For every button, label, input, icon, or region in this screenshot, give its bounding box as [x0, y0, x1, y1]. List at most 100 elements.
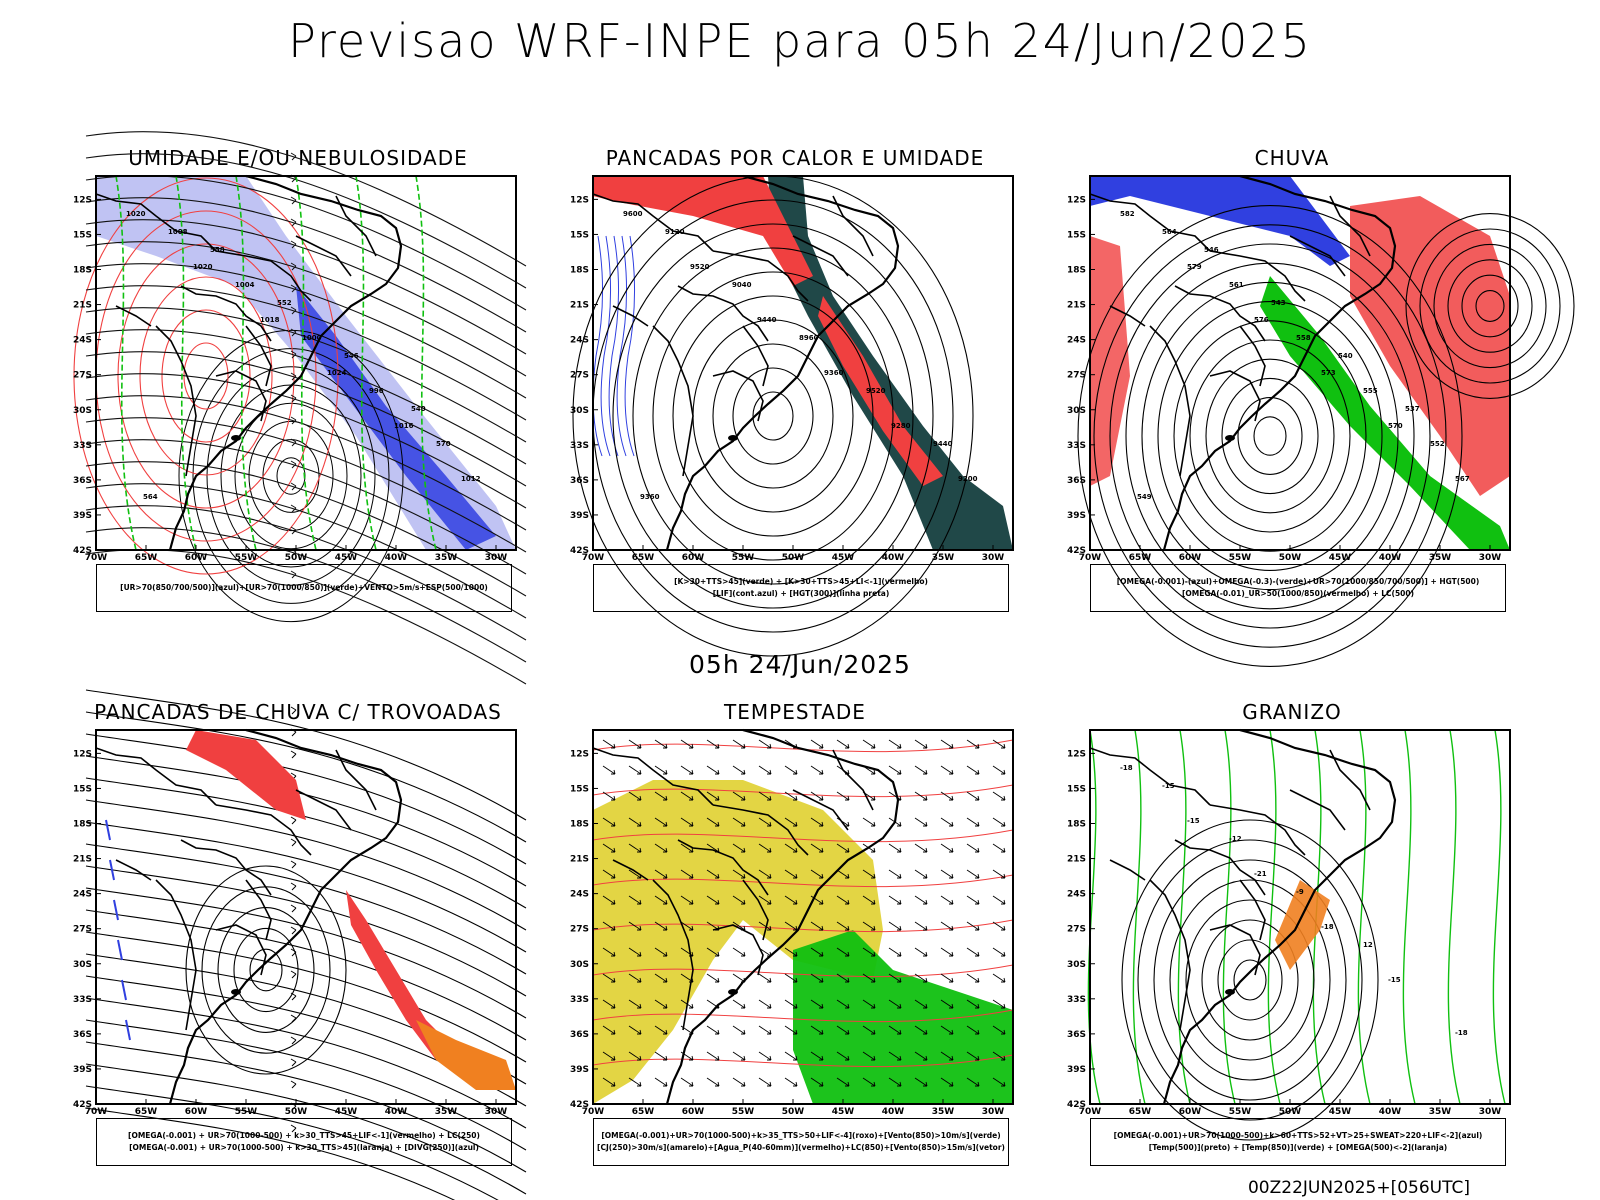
- wind-vector: [654, 973, 668, 983]
- divergence-mark: [105, 819, 111, 841]
- state-border: [155, 325, 197, 477]
- wind-vector: [784, 843, 798, 853]
- wind-vector: [628, 791, 642, 801]
- lagoon: [728, 435, 738, 441]
- contour-label: 9200: [958, 475, 978, 483]
- state-border: [1149, 879, 1191, 1031]
- wind-vector: [992, 947, 1006, 957]
- lat-tick-label: 15S: [73, 230, 92, 240]
- wind-vector: [888, 739, 902, 749]
- wind-vector: [732, 1077, 746, 1087]
- wind-vector: [914, 947, 928, 957]
- lon-tick-label: 45W: [1329, 1107, 1352, 1117]
- wind-vector: [784, 973, 798, 983]
- panel-caption: [OMEGA(-0.001)+UR>70(1000-500)+k>35_TTS>…: [593, 1118, 1009, 1166]
- contour-label: 12: [1363, 941, 1373, 949]
- wind-vector: [706, 973, 720, 983]
- flow-arrow: [290, 882, 297, 891]
- lat-tick-label: 42S: [73, 1100, 92, 1110]
- wind-vector: [940, 999, 954, 1009]
- wind-vector: [888, 1077, 902, 1087]
- panel-trovoadas: PANCADAS DE CHUVA C/ TROVOADAS 12S 15S 18S…: [73, 689, 527, 1200]
- wind-vector: [784, 921, 798, 931]
- state-border: [612, 859, 649, 881]
- wind-vector: [914, 817, 928, 827]
- wind-vector: [966, 1025, 980, 1035]
- lon-tick-label: 50W: [1279, 553, 1302, 563]
- flow-arrow: [290, 816, 297, 825]
- wind-vector: [914, 973, 928, 983]
- flow-arrow: [290, 306, 297, 315]
- wind-vector: [628, 999, 642, 1009]
- wind-streamline: [85, 263, 527, 399]
- wind-streamline: [85, 909, 527, 1041]
- wind-vector: [836, 869, 850, 879]
- contour-label: 9280: [891, 422, 911, 430]
- contour-label: 1012: [461, 475, 481, 483]
- wind-streamline: [85, 417, 527, 553]
- lat-tick-label: 30S: [73, 406, 92, 416]
- contour-label: 570: [1388, 422, 1403, 430]
- state-border: [1209, 924, 1261, 976]
- contour-label: -15: [1162, 782, 1175, 790]
- lif-contour: [600, 235, 612, 457]
- wind-vector: [992, 895, 1006, 905]
- caption-line: [UR>70(850/700/500)](azul)+[UR>70(1000/8…: [120, 583, 488, 592]
- caption-line: [OMEGA(-0.001) + UR>70(1000-500) + k>30_…: [129, 1143, 479, 1152]
- contour-label: 9040: [732, 281, 752, 289]
- thunder-area: [346, 890, 456, 1060]
- wind-vector: [628, 843, 642, 853]
- wind-vector: [862, 1051, 876, 1061]
- wind-vector: [602, 739, 616, 749]
- wind-vector: [758, 843, 772, 853]
- temp500-contour: [1233, 959, 1267, 1001]
- wind-vector: [654, 739, 668, 749]
- contour-label: 996: [369, 387, 384, 395]
- state-border: [215, 924, 267, 976]
- lon-tick-label: 45W: [832, 553, 855, 563]
- contour-label: 1020: [126, 210, 146, 218]
- height-contour: [1253, 416, 1287, 456]
- lagoon: [1225, 435, 1235, 441]
- wind-vector: [862, 1025, 876, 1035]
- wind-vector: [784, 1025, 798, 1035]
- wind-vector: [810, 843, 824, 853]
- temp500-contour: [1153, 859, 1347, 1101]
- divergence-mark: [125, 1019, 131, 1041]
- wind-vector: [992, 739, 1006, 749]
- wind-vector: [836, 921, 850, 931]
- map-frame: [1089, 729, 1511, 1105]
- flow-arrow: [290, 482, 297, 491]
- lat-tick-label: 33S: [73, 995, 92, 1005]
- wind-streamline: [85, 153, 527, 289]
- state-border: [1239, 325, 1266, 387]
- lat-tick-label: 36S: [1067, 1030, 1086, 1040]
- lat-tick-label: 24S: [1067, 336, 1086, 346]
- lon-tick-label: 35W: [435, 553, 458, 563]
- flow-arrow: [290, 1080, 297, 1089]
- state-border: [115, 305, 152, 327]
- caption-line: [OMEGA(-0.001)+UR>70(1000-500)+k>60+TTS>…: [1113, 1131, 1483, 1140]
- state-border: [1149, 325, 1191, 477]
- wind-vector: [810, 817, 824, 827]
- contour-label: 564: [143, 493, 158, 501]
- wind-vector: [732, 1051, 746, 1061]
- lif-contour: [624, 235, 636, 457]
- wind-vector: [758, 1051, 772, 1061]
- lon-tick-label: 50W: [285, 553, 308, 563]
- state-border: [95, 193, 217, 252]
- state-border: [155, 879, 197, 1031]
- convection-area: [593, 176, 813, 286]
- state-border: [712, 370, 764, 422]
- state-border: [335, 195, 377, 257]
- wind-vector: [914, 999, 928, 1009]
- contour-label: -21: [1254, 870, 1267, 878]
- panel-title: GRANIZO: [1242, 700, 1342, 724]
- wind-streamline: [85, 931, 527, 1063]
- lif-contour: [616, 235, 628, 457]
- contour-label: 558: [210, 246, 225, 254]
- rain-light: [1090, 176, 1350, 266]
- lon-tick-label: 35W: [932, 553, 955, 563]
- state-border: [180, 285, 272, 342]
